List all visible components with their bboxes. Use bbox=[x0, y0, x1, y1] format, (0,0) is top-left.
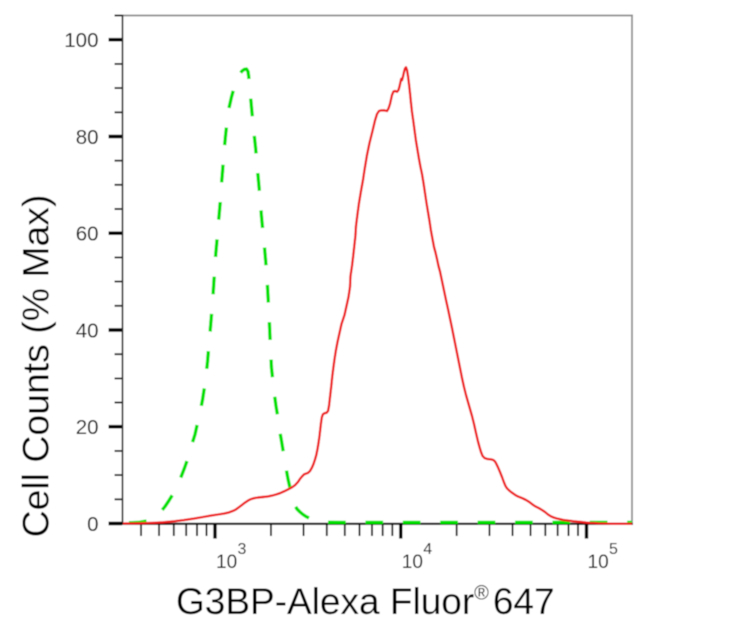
svg-text:10: 10 bbox=[588, 552, 609, 573]
svg-text:G3BP-Alexa Fluor® 647: G3BP-Alexa Fluor® 647 bbox=[176, 581, 555, 622]
svg-text:20: 20 bbox=[76, 416, 99, 439]
svg-text:0: 0 bbox=[87, 513, 98, 536]
svg-text:40: 40 bbox=[76, 319, 99, 342]
svg-text:3: 3 bbox=[238, 541, 247, 558]
svg-text:10: 10 bbox=[216, 552, 237, 573]
svg-text:80: 80 bbox=[76, 126, 99, 149]
svg-text:4: 4 bbox=[423, 541, 432, 558]
svg-text:60: 60 bbox=[76, 223, 99, 246]
svg-text:100: 100 bbox=[64, 29, 98, 52]
svg-text:10: 10 bbox=[402, 552, 423, 573]
svg-text:5: 5 bbox=[609, 541, 618, 558]
svg-text:Cell Counts (% Max): Cell Counts (% Max) bbox=[15, 195, 57, 538]
